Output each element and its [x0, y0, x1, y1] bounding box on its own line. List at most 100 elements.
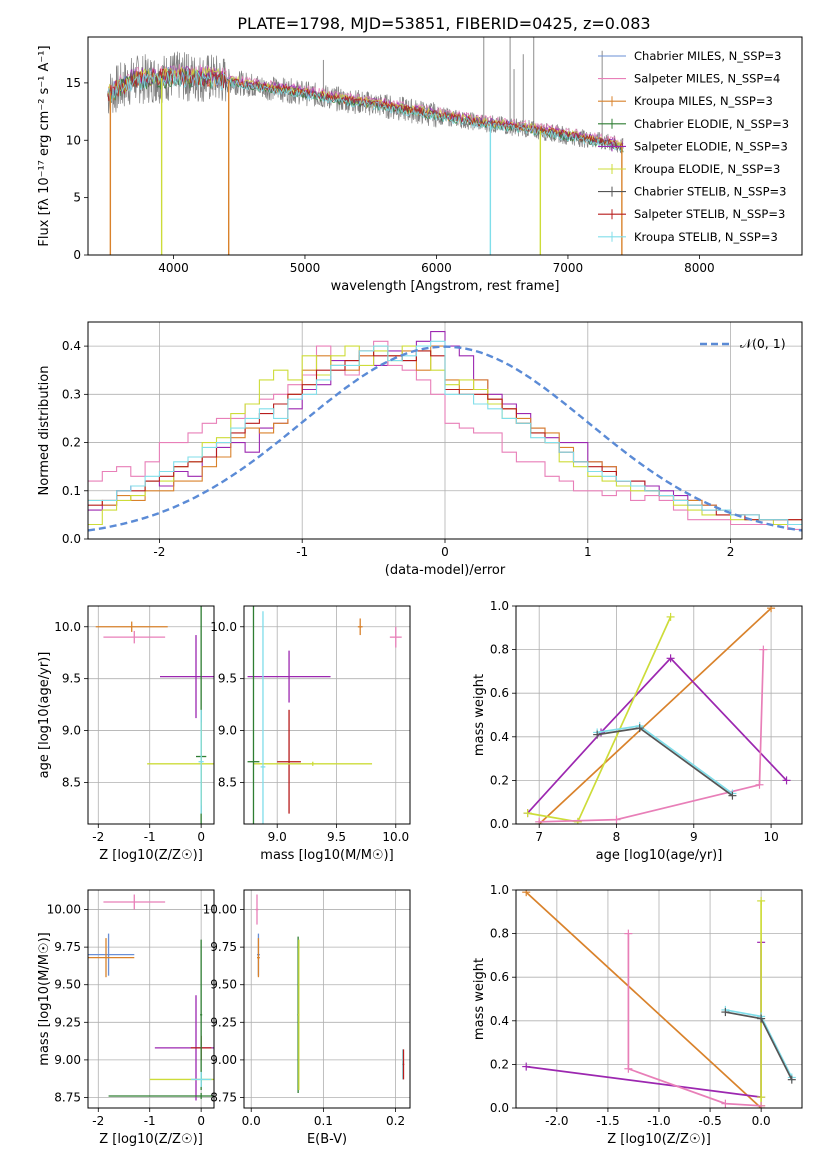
- y-axis-label: mass weight: [472, 958, 487, 1040]
- x-tick-label: -2: [153, 545, 165, 559]
- y-tick-label: 9.75: [54, 940, 81, 954]
- legend-label: Salpeter STELIB, N_SSP=3: [634, 207, 785, 221]
- y-tick-label: 9.25: [54, 1015, 81, 1029]
- x-tick-label: 2: [727, 545, 735, 559]
- axes-frame: [87, 321, 803, 540]
- legend-label: Kroupa MILES, N_SSP=3: [634, 94, 773, 108]
- y-tick-label: 0.2: [62, 436, 81, 450]
- legend-label: Salpeter MILES, N_SSP=4: [634, 72, 780, 86]
- plot-area: [522, 890, 796, 1108]
- x-tick-label: 10.0: [382, 830, 409, 844]
- plot-area: [95, 606, 214, 824]
- plot-area: [107, 37, 624, 255]
- panel-spectrum: 4000 5000 6000 7000 8000 0 5 10 15 wavelength [An…: [37, 36, 803, 294]
- x-tick-label: 9: [690, 830, 698, 844]
- weight-series-line: [527, 616, 672, 823]
- x-tick-label: -1: [144, 1114, 156, 1128]
- x-tick-label: 1: [584, 545, 592, 559]
- y-tick-label: 9.75: [210, 940, 237, 954]
- x-tick-label: 9.0: [268, 830, 287, 844]
- y-tick-label: 0.0: [62, 532, 81, 546]
- x-tick-label: 7: [535, 830, 543, 844]
- panel-mass_vs_EBV: 0.0 0.1 0.2 8.75 9.00 9.25 9.50 9.75 10.00 E(B-V): [203, 889, 411, 1147]
- y-tick-label: 0.0: [490, 1101, 509, 1115]
- x-tick-label: -1: [296, 545, 308, 559]
- axes-frame: [243, 605, 411, 825]
- panel-weight_vs_age: 7 8 9 10 0.0 0.2 0.4 0.6 0.8 1.0 age [log10(age/yr…: [472, 599, 803, 863]
- weight-series-line: [725, 1011, 793, 1081]
- y-tick-label: 10.00: [47, 903, 81, 917]
- y-tick-label: 10.00: [203, 903, 237, 917]
- x-tick-label: 9.5: [327, 830, 346, 844]
- y-tick-label: 1.0: [490, 883, 509, 897]
- axes-frame: [515, 605, 803, 825]
- legend-label: Kroupa ELODIE, N_SSP=3: [634, 162, 780, 176]
- y-axis-label: mass [log10(M/M☉)]: [37, 932, 52, 1065]
- x-axis-label: Z [log10(Z/Z☉)]: [607, 1132, 711, 1147]
- legend-label: Kroupa STELIB, N_SSP=3: [634, 230, 778, 244]
- x-tick-label: 4000: [158, 261, 189, 275]
- x-axis-label: age [log10(age/yr)]: [596, 848, 723, 863]
- y-tick-label: 0.4: [62, 339, 81, 353]
- x-tick-label: 0: [197, 1114, 205, 1128]
- panel-weight_vs_Z: -2.0 -1.5 -1.0 -0.5 0.0 0.0 0.2 0.4 0.6 0.8 1.0 Z […: [472, 883, 803, 1147]
- y-tick-label: 1.0: [490, 599, 509, 613]
- x-tick-label: -1.5: [596, 1114, 619, 1128]
- plot-area: [523, 606, 791, 824]
- legend-label: 𝒩(0, 1): [740, 336, 786, 351]
- y-tick-label: 0.1: [62, 484, 81, 498]
- panel-mass_vs_Z: -2 -1 0 8.75 9.00 9.25 9.50 9.75 10.00 Z [log10(Z…: [37, 889, 215, 1147]
- x-tick-label: 0.0: [242, 1114, 261, 1128]
- y-tick-label: 0.3: [62, 387, 81, 401]
- axes-frame: [87, 36, 803, 256]
- legend-label: Salpeter ELODIE, N_SSP=3: [634, 139, 788, 153]
- panel-age_vs_Z: -2 -1 0 8.5 9.0 9.5 10.0 Z [log10(Z/Z☉)] age [lo…: [37, 605, 215, 863]
- y-tick-label: 9.00: [210, 1053, 237, 1067]
- plot-area: [88, 331, 802, 532]
- y-tick-label: 10.0: [54, 620, 81, 634]
- x-tick-label: 0.1: [314, 1114, 333, 1128]
- y-tick-label: 0.4: [490, 730, 509, 744]
- x-tick-label: -0.5: [698, 1114, 721, 1128]
- x-axis-label: mass [log10(M/M☉)]: [260, 848, 393, 863]
- normal-curve-line: [88, 345, 802, 532]
- histogram-series: [88, 331, 802, 526]
- y-tick-label: 9.5: [62, 672, 81, 686]
- panel-residuals: -2 -1 0 1 2 0.0 0.1 0.2 0.3 0.4 (data-model)/error…: [37, 321, 803, 578]
- x-tick-label: 7000: [553, 261, 584, 275]
- y-tick-label: 9.0: [218, 724, 237, 738]
- weight-series-line: [526, 657, 788, 814]
- y-tick-label: 9.50: [210, 978, 237, 992]
- y-tick-label: 0: [73, 248, 81, 262]
- y-tick-label: 9.0: [62, 724, 81, 738]
- y-tick-label: 0.6: [490, 686, 509, 700]
- x-tick-label: 8: [613, 830, 621, 844]
- y-tick-label: 0.8: [490, 927, 509, 941]
- axes-frame: [87, 605, 215, 825]
- y-tick-label: 8.75: [210, 1090, 237, 1104]
- y-tick-label: 0.4: [490, 1014, 509, 1028]
- legend-label: Chabrier STELIB, N_SSP=3: [634, 185, 786, 199]
- x-tick-label: 6000: [421, 261, 452, 275]
- axes-frame: [515, 889, 803, 1109]
- weight-series-line: [538, 607, 772, 824]
- x-tick-label: 10: [763, 830, 778, 844]
- y-tick-label: 9.00: [54, 1053, 81, 1067]
- y-tick-label: 0.0: [490, 817, 509, 831]
- x-tick-label: 0: [441, 545, 449, 559]
- x-tick-label: -1: [144, 830, 156, 844]
- weight-series-line: [539, 649, 765, 823]
- model-spectrum-line: [107, 69, 624, 153]
- weight-series-line: [525, 891, 762, 1108]
- y-tick-label: 0.8: [490, 643, 509, 657]
- x-tick-label: 5000: [290, 261, 321, 275]
- y-tick-label: 0.2: [490, 1057, 509, 1071]
- x-axis-label: E(B-V): [307, 1132, 347, 1147]
- histogram-series: [88, 340, 802, 530]
- legend-label: Chabrier ELODIE, N_SSP=3: [634, 117, 789, 131]
- legend: Chabrier MILES, N_SSP=3 Salpeter MILES, N…: [598, 49, 789, 244]
- y-tick-label: 0.2: [490, 773, 509, 787]
- figure-title: PLATE=1798, MJD=53851, FIBERID=0425, z=0…: [237, 14, 650, 33]
